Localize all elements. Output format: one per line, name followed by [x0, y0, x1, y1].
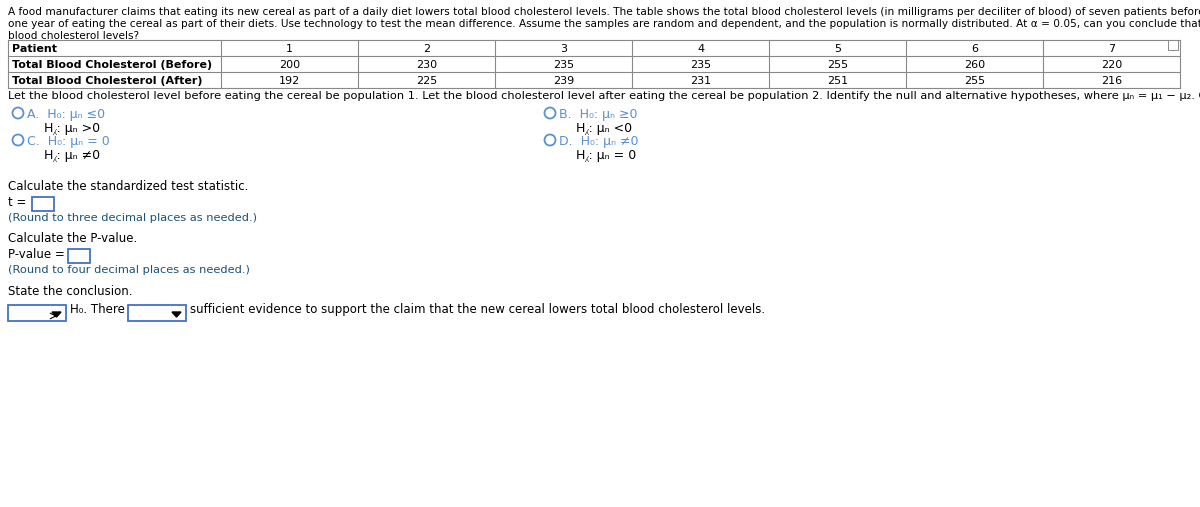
Polygon shape: [172, 312, 181, 317]
Text: 7: 7: [1108, 44, 1115, 54]
Text: 6: 6: [971, 44, 978, 54]
Text: Total Blood Cholesterol (After): Total Blood Cholesterol (After): [12, 76, 203, 86]
Bar: [68, 249, 90, 263]
Text: H₀. There: H₀. There: [70, 303, 125, 316]
Polygon shape: [52, 312, 61, 317]
Text: 235: 235: [553, 60, 574, 70]
Text: 5: 5: [834, 44, 841, 54]
Bar: [8, 305, 66, 321]
Text: Calculate the P-value.: Calculate the P-value.: [8, 232, 137, 245]
Text: State the conclusion.: State the conclusion.: [8, 285, 132, 298]
Text: H⁁: μₙ >0: H⁁: μₙ >0: [44, 122, 100, 135]
Text: 260: 260: [964, 60, 985, 70]
Text: 251: 251: [827, 76, 848, 86]
Bar: [1168, 40, 1178, 50]
Text: B.  H₀: μₙ ≥0: B. H₀: μₙ ≥0: [559, 108, 637, 121]
Text: sufficient evidence to support the claim that the new cereal lowers total blood : sufficient evidence to support the claim…: [190, 303, 766, 316]
Text: 239: 239: [553, 76, 574, 86]
Text: t =: t =: [8, 196, 26, 209]
Text: H⁁: μₙ = 0: H⁁: μₙ = 0: [576, 149, 636, 162]
Text: one year of eating the cereal as part of their diets. Use technology to test the: one year of eating the cereal as part of…: [8, 19, 1200, 29]
Text: 225: 225: [416, 76, 437, 86]
Text: (Round to three decimal places as needed.): (Round to three decimal places as needed…: [8, 213, 257, 223]
Text: 220: 220: [1100, 60, 1122, 70]
Text: Total Blood Cholesterol (Before): Total Blood Cholesterol (Before): [12, 60, 212, 70]
Text: 1: 1: [286, 44, 293, 54]
Text: blood cholesterol levels?: blood cholesterol levels?: [8, 31, 139, 41]
Text: 192: 192: [278, 76, 300, 86]
Text: Patient: Patient: [12, 44, 58, 54]
Text: A.  H₀: μₙ ≤0: A. H₀: μₙ ≤0: [28, 108, 106, 121]
Text: Calculate the standardized test statistic.: Calculate the standardized test statisti…: [8, 180, 248, 193]
Text: Let the blood cholesterol level before eating the cereal be population 1. Let th: Let the blood cholesterol level before e…: [8, 91, 1200, 101]
Text: 2: 2: [422, 44, 430, 54]
Text: 235: 235: [690, 60, 712, 70]
Text: P-value =: P-value =: [8, 248, 65, 261]
Bar: [128, 305, 186, 321]
Text: 3: 3: [560, 44, 568, 54]
Bar: [32, 197, 54, 211]
Text: H⁁: μₙ <0: H⁁: μₙ <0: [576, 122, 632, 135]
Text: 255: 255: [827, 60, 848, 70]
Text: 255: 255: [964, 76, 985, 86]
Text: 230: 230: [416, 60, 437, 70]
Text: C.  H₀: μₙ = 0: C. H₀: μₙ = 0: [28, 135, 109, 148]
Text: H⁁: μₙ ≠0: H⁁: μₙ ≠0: [44, 149, 100, 162]
Text: (Round to four decimal places as needed.): (Round to four decimal places as needed.…: [8, 265, 250, 275]
Text: A food manufacturer claims that eating its new cereal as part of a daily diet lo: A food manufacturer claims that eating i…: [8, 7, 1200, 17]
Text: D.  H₀: μₙ ≠0: D. H₀: μₙ ≠0: [559, 135, 638, 148]
Text: 200: 200: [278, 60, 300, 70]
Text: 4: 4: [697, 44, 704, 54]
Text: 231: 231: [690, 76, 712, 86]
Text: 216: 216: [1100, 76, 1122, 86]
